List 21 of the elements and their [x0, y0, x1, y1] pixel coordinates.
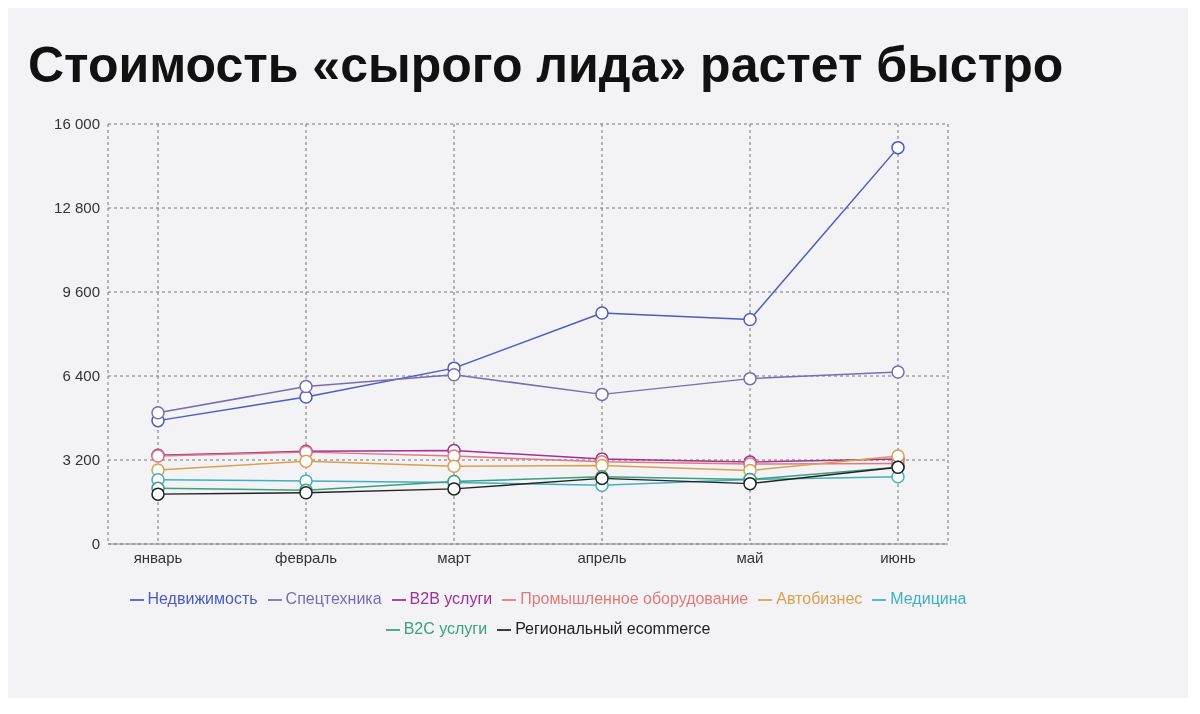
y-tick-label: 16 000: [54, 115, 100, 133]
x-tick-label: февраль: [275, 548, 338, 566]
legend-label: Промышленное оборудование: [520, 590, 749, 607]
legend-label: Медицина: [890, 590, 967, 607]
legend-label: B2C услуги: [403, 620, 488, 637]
x-tick-label: январь: [133, 548, 183, 566]
chart-title: Стоимость «сырого лида» растет быстро: [27, 36, 1065, 94]
legend-label: Спецтехника: [285, 590, 382, 607]
y-tick-label: 0: [91, 535, 100, 553]
x-tick-label: июнь: [880, 548, 917, 566]
legend-label: Автобизнес: [776, 590, 863, 607]
y-tick-label: 12 800: [54, 199, 100, 217]
legend-label: Региональный ecommerce: [515, 620, 711, 637]
x-tick-label: март: [437, 548, 471, 566]
y-tick-label: 3 200: [62, 451, 100, 469]
x-tick-label: май: [736, 548, 764, 566]
y-tick-label: 6 400: [62, 367, 100, 385]
legend-label: B2B услуги: [409, 590, 493, 607]
legend-label: Недвижимость: [147, 590, 258, 607]
y-tick-label: 9 600: [62, 283, 100, 301]
x-tick-label: апрель: [577, 548, 627, 566]
